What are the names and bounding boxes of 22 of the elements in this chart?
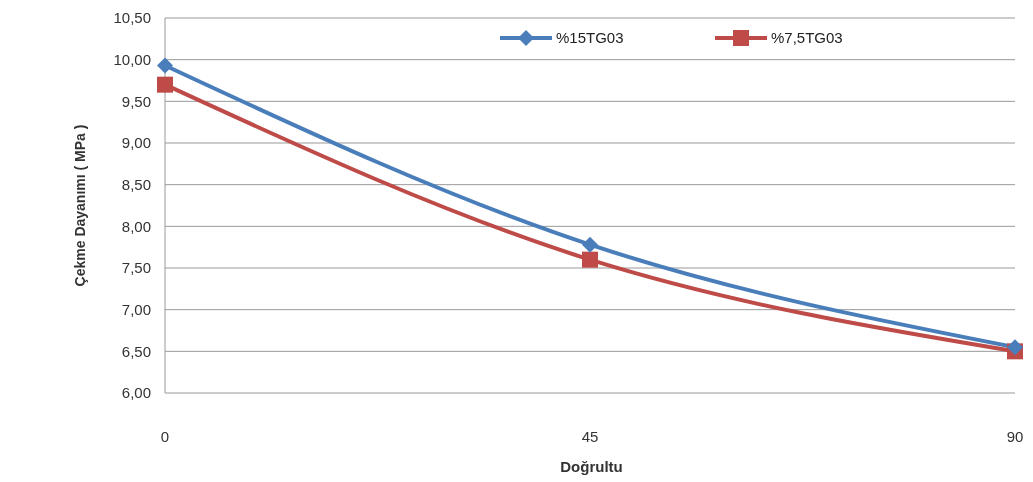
y-tick-label: 6,50 bbox=[121, 342, 151, 360]
y-axis-title: Çekme Dayanımı ( MPa ) bbox=[72, 124, 88, 287]
y-tick-label: 8,50 bbox=[121, 175, 151, 193]
point bbox=[582, 236, 598, 253]
y-tick-label: 7,00 bbox=[121, 300, 151, 318]
point bbox=[157, 76, 173, 93]
y-tick-label: 7,50 bbox=[121, 259, 151, 277]
y-tick-label: 10,00 bbox=[113, 50, 151, 68]
y-tick-label: 10,50 bbox=[113, 9, 151, 27]
point bbox=[582, 251, 598, 268]
y-tick-label: 6,00 bbox=[121, 384, 151, 402]
x-tick-label: 0 bbox=[160, 428, 170, 445]
x-tick-label: 45 bbox=[581, 428, 599, 445]
legend-label: %7,5TG03 bbox=[771, 29, 843, 47]
x-tick-label: 90 bbox=[1006, 428, 1024, 445]
point bbox=[157, 57, 173, 74]
y-tick-label: 9,50 bbox=[121, 92, 151, 110]
y-tick-label: 8,00 bbox=[121, 217, 151, 235]
point bbox=[1007, 339, 1023, 356]
y-tick-label: 9,00 bbox=[121, 134, 151, 152]
legend-label: %15TG03 bbox=[556, 29, 624, 47]
x-axis-title: Doğrultu bbox=[560, 458, 623, 475]
